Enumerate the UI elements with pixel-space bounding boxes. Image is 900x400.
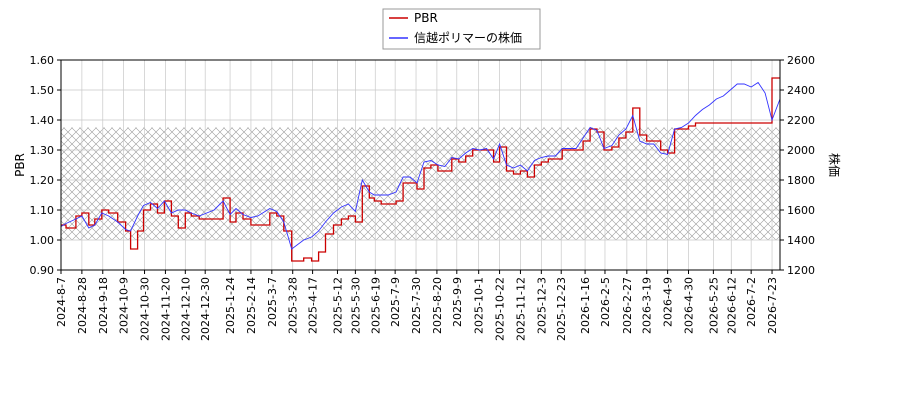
legend-box bbox=[382, 8, 541, 50]
tick-label-left: 1.00 bbox=[30, 234, 55, 247]
tick-label-x: 2026-4-30 bbox=[683, 277, 696, 334]
tick-label-x: 2025-2-14 bbox=[245, 277, 258, 334]
tick-label-x: 2024-8-7 bbox=[55, 277, 68, 327]
tick-label-x: 2025-10-1 bbox=[473, 277, 486, 334]
tick-label-x: 2025-5-30 bbox=[349, 277, 362, 334]
tick-label-x: 2025-12-23 bbox=[555, 277, 568, 341]
tick-label-x: 2026-2-5 bbox=[599, 277, 612, 327]
legend-label-pbr: PBR bbox=[414, 11, 438, 25]
tick-label-x: 2024-11-20 bbox=[159, 277, 172, 341]
tick-label-x: 2024-8-28 bbox=[76, 277, 89, 334]
tick-label-left: 1.30 bbox=[30, 144, 55, 157]
tick-label-x: 2024-9-18 bbox=[97, 277, 110, 334]
tick-label-x: 2025-3-7 bbox=[266, 277, 279, 327]
tick-label-x: 2025-12-3 bbox=[535, 277, 548, 334]
tick-label-left: 0.90 bbox=[30, 264, 55, 277]
tick-label-x: 2026-5-25 bbox=[707, 277, 720, 334]
tick-label-left: 1.20 bbox=[30, 174, 55, 187]
tick-label-x: 2026-3-19 bbox=[641, 277, 654, 334]
tick-label-x: 2025-4-17 bbox=[307, 277, 320, 334]
right-axis: 1200 1400 1600 1800 2000 2200 2400 2600 bbox=[780, 54, 815, 277]
y-axis-left-title: PBR bbox=[13, 153, 27, 177]
tick-label-x: 2026-4-9 bbox=[662, 277, 675, 327]
tick-label-x: 2025-11-12 bbox=[514, 277, 527, 341]
plot-frame bbox=[60, 59, 781, 271]
tick-label-left: 1.10 bbox=[30, 204, 55, 217]
tick-label-right: 2400 bbox=[787, 84, 815, 97]
legend: PBR 信越ポリマーの株価 bbox=[382, 8, 541, 50]
left-axis: 0.90 1.00 1.10 1.20 1.30 1.40 1.50 1.60 bbox=[30, 54, 61, 277]
tick-label-right: 1200 bbox=[787, 264, 815, 277]
band-hatch bbox=[61, 127, 780, 240]
legend-label-price: 信越ポリマーの株価 bbox=[414, 30, 522, 45]
tick-label-left: 1.60 bbox=[30, 54, 55, 67]
x-axis: 2024-8-7 2024-8-28 2024-9-18 2024-10-9 2024-… bbox=[55, 270, 779, 341]
tick-label-right: 1600 bbox=[787, 204, 815, 217]
series-line-price bbox=[61, 81, 780, 250]
tick-label-x: 2025-5-12 bbox=[331, 277, 344, 334]
tick-label-x: 2025-8-20 bbox=[431, 277, 444, 334]
series-lines bbox=[61, 77, 780, 262]
tick-label-x: 2025-7-9 bbox=[389, 277, 402, 327]
tick-label-x: 2024-10-9 bbox=[118, 277, 131, 334]
tick-label-x: 2026-2-27 bbox=[621, 277, 634, 334]
tick-label-x: 2025-1-24 bbox=[224, 277, 237, 334]
tick-label-right: 2000 bbox=[787, 144, 815, 157]
tick-label-x: 2026-1-16 bbox=[579, 277, 592, 334]
tick-label-right: 2200 bbox=[787, 114, 815, 127]
tick-label-x: 2024-10-30 bbox=[139, 277, 152, 341]
tick-label-x: 2025-3-28 bbox=[287, 277, 300, 334]
shaded-band bbox=[61, 127, 780, 240]
tick-label-right: 1800 bbox=[787, 174, 815, 187]
tick-label-x: 2025-9-9 bbox=[451, 277, 464, 327]
tick-label-x: 2025-7-30 bbox=[410, 277, 423, 334]
tick-label-left: 1.40 bbox=[30, 114, 55, 127]
tick-label-x: 2026-7-23 bbox=[766, 277, 779, 334]
y-axis-right-title: 株価 bbox=[827, 153, 842, 177]
tick-label-x: 2024-12-10 bbox=[179, 277, 192, 341]
tick-label-x: 2024-12-30 bbox=[199, 277, 212, 341]
tick-label-x: 2025-6-19 bbox=[369, 277, 382, 334]
series-line-pbr bbox=[61, 77, 780, 262]
tick-label-right: 2600 bbox=[787, 54, 815, 67]
tick-label-x: 2026-7-2 bbox=[745, 277, 758, 327]
tick-label-x: 2025-10-22 bbox=[494, 277, 507, 341]
tick-label-left: 1.50 bbox=[30, 84, 55, 97]
tick-label-right: 1400 bbox=[787, 234, 815, 247]
tick-label-x: 2026-6-12 bbox=[725, 277, 738, 334]
